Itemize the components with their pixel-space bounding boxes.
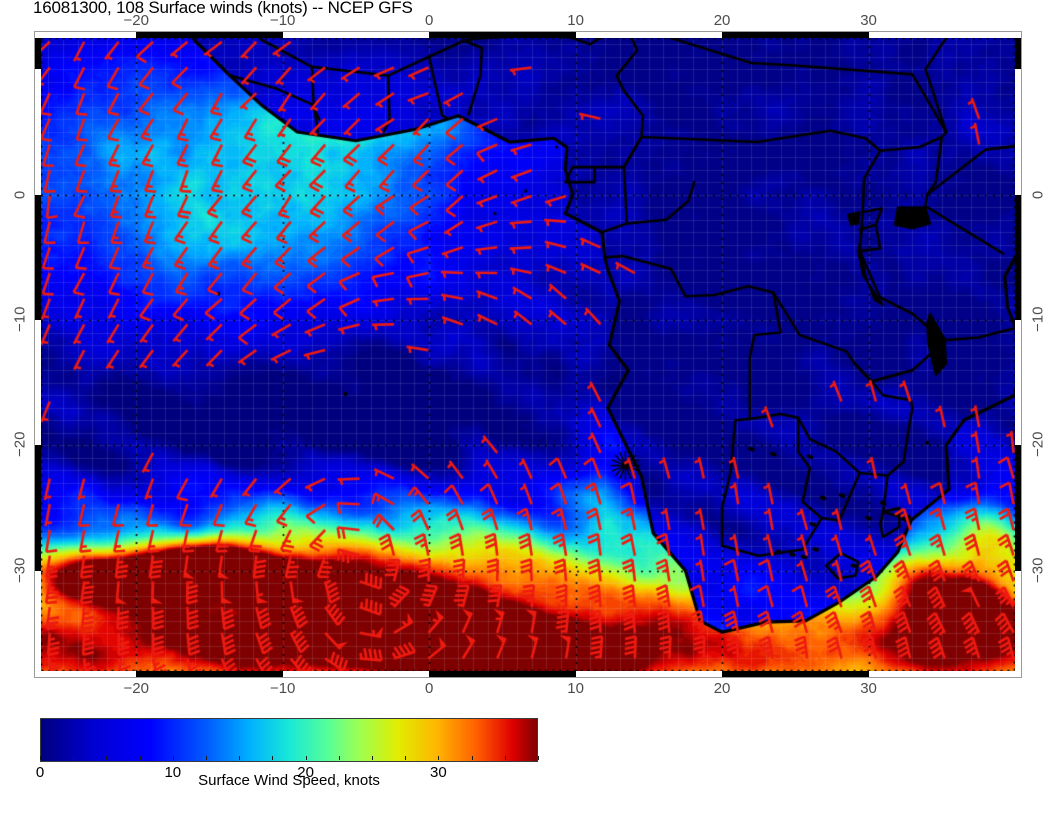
- colorbar-tick-mark: [538, 756, 539, 760]
- frame-bar-segment: [429, 671, 576, 678]
- y-tick-label-left: −10: [11, 306, 29, 333]
- frame-bar-segment: [282, 671, 430, 678]
- map-plot-frame: [34, 31, 1022, 678]
- x-tick-label-bottom: 0: [424, 680, 434, 697]
- colorbar-gradient: [40, 718, 538, 762]
- x-tick-label-top: 0: [424, 12, 434, 29]
- colorbar-tick-mark: [139, 756, 141, 760]
- frame-bar-segment: [1015, 194, 1022, 321]
- x-tick-label-bottom: 10: [567, 680, 584, 697]
- colorbar-tick-mark: [471, 756, 473, 760]
- frame-bar-segment: [34, 194, 41, 321]
- colorbar-tick-mark: [106, 756, 108, 760]
- frame-bar-segment: [136, 31, 283, 38]
- y-tick-label-left: −20: [11, 431, 29, 458]
- x-tick-label-bottom: 20: [713, 680, 731, 697]
- frame-bar-segment: [1015, 38, 1022, 70]
- frame-bar-segment: [575, 31, 723, 38]
- frame-bar-segment: [429, 31, 576, 38]
- frame-bar-segment: [868, 671, 1015, 678]
- frame-bar-segment: [1015, 445, 1022, 571]
- colorbar-tick-mark: [405, 756, 407, 760]
- x-tick-label-bottom: −10: [269, 680, 296, 697]
- frame-bar-segment: [34, 69, 41, 195]
- wind-barbs: [41, 38, 1015, 671]
- colorbar-tick-mark: [504, 756, 506, 760]
- frame-bar-segment: [34, 320, 41, 446]
- page-title: 16081300, 108 Surface winds (knots) -- N…: [33, 0, 413, 17]
- colorbar-tick-mark: [73, 756, 75, 760]
- colorbar-tick-label: 10: [164, 764, 182, 781]
- frame-bar-segment: [136, 671, 283, 678]
- colorbar-tick-label: 30: [430, 764, 447, 781]
- frame-bar-segment: [282, 31, 430, 38]
- colorbar-tick-mark: [172, 756, 174, 760]
- x-tick-label-top: 20: [713, 12, 731, 29]
- y-tick-label-right: −20: [1029, 431, 1047, 458]
- y-tick-label-left: 0: [11, 190, 29, 199]
- frame-bar-segment: [1015, 570, 1022, 671]
- frame-bar-segment: [575, 671, 723, 678]
- x-tick-label-bottom: 30: [860, 680, 877, 697]
- frame-bar-segment: [34, 445, 41, 571]
- colorbar-tick-mark: [206, 756, 207, 760]
- y-tick-label-left: −30: [11, 557, 29, 583]
- frame-bar-segment: [868, 31, 1015, 38]
- colorbar-tick-mark: [438, 756, 440, 760]
- frame-bar-segment: [722, 671, 869, 678]
- colorbar: 0 10 20 30: [36, 718, 539, 781]
- y-tick-label-right: −10: [1029, 306, 1047, 333]
- colorbar-tick-label: 0: [35, 764, 45, 781]
- colorbar-tick-mark: [239, 756, 241, 760]
- frame-bar-segment: [722, 31, 869, 38]
- y-tick-label-right: −30: [1029, 557, 1047, 583]
- frame-bar-segment: [34, 570, 41, 671]
- x-tick-label-top: 30: [860, 12, 877, 29]
- frame-bar-segment: [1015, 69, 1022, 195]
- colorbar-tick-mark: [372, 756, 373, 760]
- y-tick-label-right: 0: [1029, 190, 1047, 199]
- colorbar-tick-mark: [305, 756, 307, 760]
- colorbar-tick-mark: [272, 756, 274, 760]
- map-plot-area: [41, 38, 1015, 671]
- colorbar-tick-mark: [40, 756, 41, 760]
- frame-bar-segment: [34, 38, 41, 70]
- x-tick-label-top: −20: [123, 12, 149, 29]
- colorbar-tick-mark: [338, 756, 340, 760]
- x-tick-label-bottom: −20: [123, 680, 149, 697]
- frame-bar-segment: [41, 31, 137, 38]
- frame-bar-segment: [1015, 320, 1022, 446]
- frame-bar-segment: [41, 671, 137, 678]
- x-tick-label-top: −10: [269, 12, 296, 29]
- colorbar-tick-label: 20: [297, 764, 314, 781]
- x-tick-label-top: 10: [567, 12, 584, 29]
- colorbar-title: Surface Wind Speed, knots: [198, 772, 380, 789]
